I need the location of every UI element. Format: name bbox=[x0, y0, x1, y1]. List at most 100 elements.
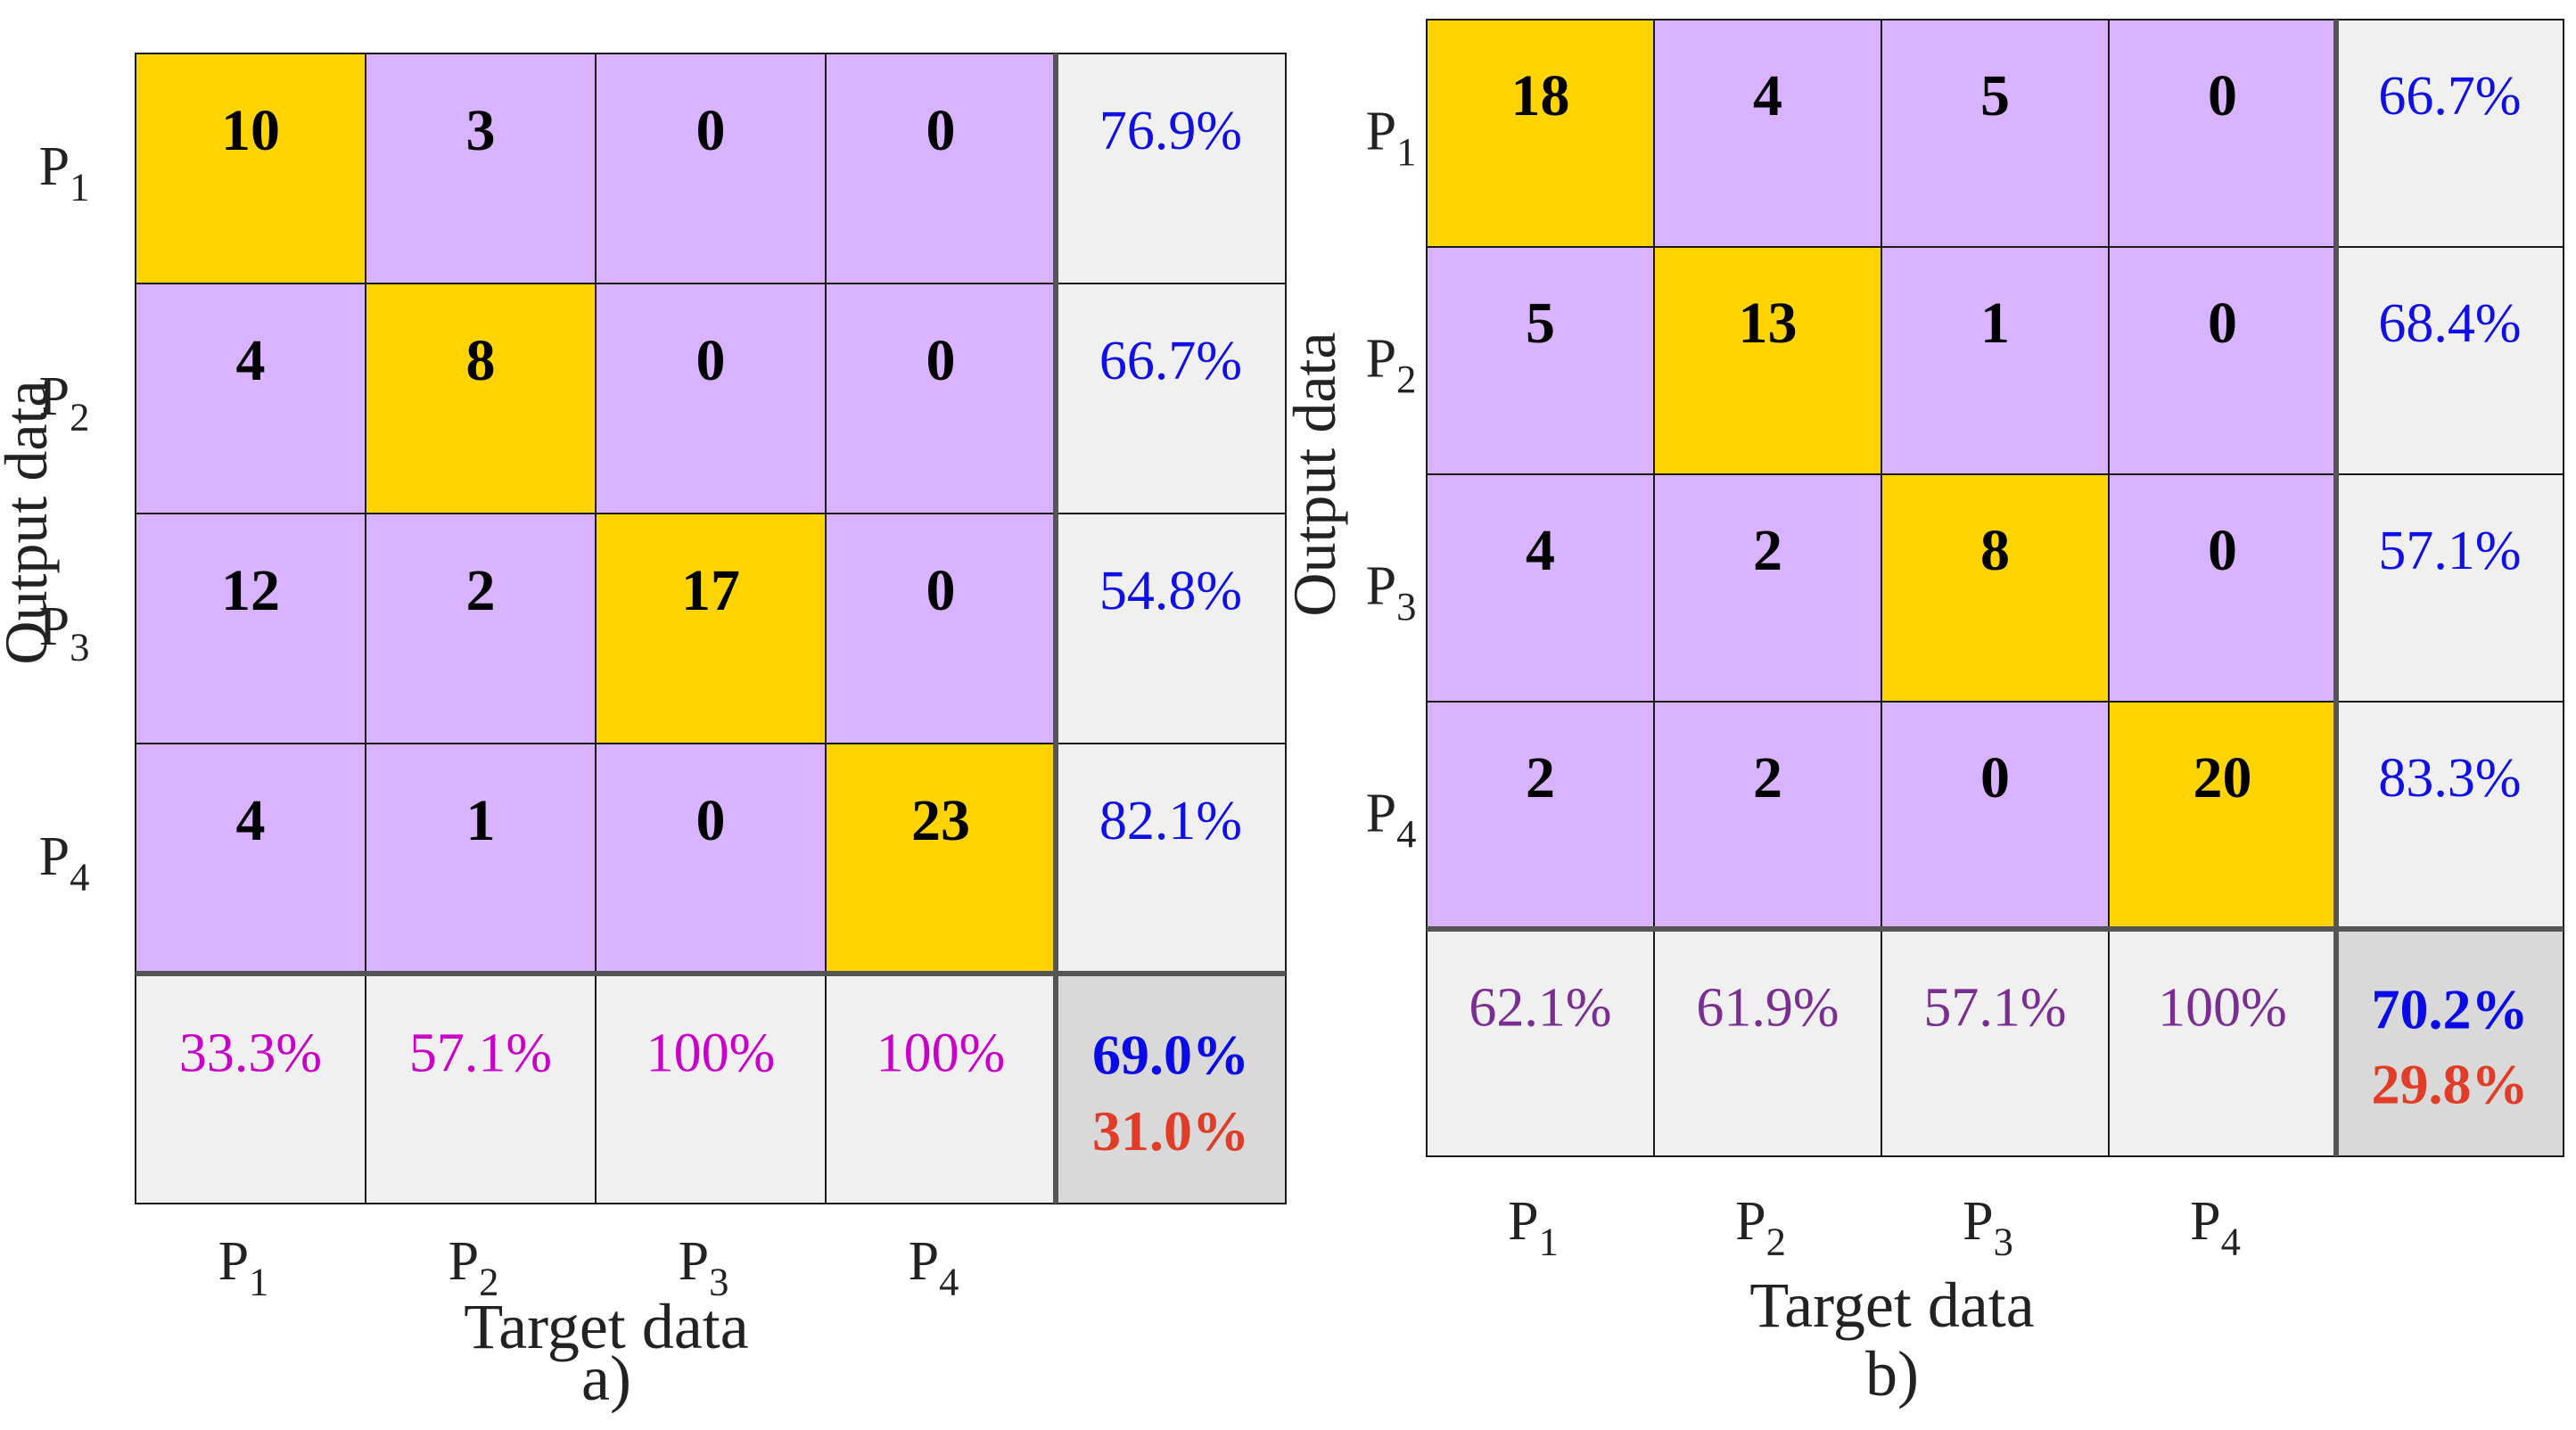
col-percent-label: 57.1% bbox=[1923, 978, 2066, 1039]
cell-r4-c2 bbox=[365, 743, 597, 974]
col-summary-cell bbox=[1881, 928, 2110, 1157]
panel-label: a) bbox=[581, 1343, 631, 1414]
count-label: 0 bbox=[926, 328, 956, 393]
count-label: 12 bbox=[221, 558, 280, 623]
row-percent-label: 83.3% bbox=[2378, 748, 2521, 809]
count-label: 0 bbox=[1980, 745, 2010, 810]
column-label: P1 bbox=[1508, 1191, 1559, 1263]
col-summary-cell bbox=[825, 973, 1057, 1204]
overall-correct-label: 70.2% bbox=[2372, 978, 2529, 1041]
cell-r3-c3 bbox=[595, 513, 827, 744]
col-percent-label: 100% bbox=[2158, 978, 2287, 1039]
count-label: 4 bbox=[236, 328, 266, 393]
row-summary-cell bbox=[1055, 743, 1287, 974]
column-label: P3 bbox=[679, 1231, 729, 1303]
cell-r2-c3 bbox=[1881, 246, 2110, 475]
count-label: 2 bbox=[466, 558, 496, 623]
cell-r3-c2 bbox=[365, 513, 597, 744]
overall-cell bbox=[1055, 973, 1287, 1204]
row-percent-label: 66.7% bbox=[1099, 331, 1242, 391]
y-axis-title: Output data bbox=[1280, 332, 1348, 616]
row-label: P4 bbox=[1366, 784, 1417, 856]
count-label: 0 bbox=[696, 98, 726, 163]
count-label: 2 bbox=[1753, 518, 1782, 583]
overall-error-label: 31.0% bbox=[1092, 1099, 1249, 1163]
col-percent-label: 61.9% bbox=[1696, 978, 1839, 1039]
cell-r1-c4 bbox=[825, 53, 1057, 284]
row-percent-label: 76.9% bbox=[1099, 101, 1242, 161]
row-percent-label: 54.8% bbox=[1099, 561, 1242, 621]
count-label: 17 bbox=[681, 558, 740, 623]
row-summary-cell bbox=[2335, 701, 2564, 930]
col-summary-cell bbox=[1426, 928, 1655, 1157]
count-label: 0 bbox=[926, 558, 956, 623]
row-label: P2 bbox=[39, 366, 90, 439]
count-label: 0 bbox=[696, 328, 726, 393]
col-percent-label: 62.1% bbox=[1469, 978, 1611, 1039]
cell-r1-c3 bbox=[1881, 19, 2110, 248]
col-percent-label: 33.3% bbox=[179, 1023, 322, 1084]
count-label: 0 bbox=[2208, 63, 2237, 128]
confusion-matrix-b: 18 4 5 05 13 1 04 2 8 02 2 0 2066.7%68.4%57.1%83.3%6… bbox=[1280, 19, 2564, 1409]
cell-r1-c1 bbox=[135, 53, 366, 284]
overall-cell bbox=[2335, 928, 2564, 1157]
count-label: 8 bbox=[1980, 518, 2010, 583]
cell-r4-c4 bbox=[825, 743, 1057, 974]
cell-r4-c2 bbox=[1653, 701, 1882, 930]
count-label: 10 bbox=[221, 98, 280, 163]
col-percent-label: 100% bbox=[876, 1023, 1006, 1084]
col-summary-cell bbox=[595, 973, 827, 1204]
count-label: 2 bbox=[1526, 745, 1555, 810]
cell-r3-c1 bbox=[1426, 473, 1655, 703]
row-percent-label: 82.1% bbox=[1099, 791, 1242, 851]
x-axis-title: Target data bbox=[1749, 1270, 2034, 1341]
row-summary-cell bbox=[2335, 246, 2564, 475]
count-label: 0 bbox=[2208, 291, 2237, 356]
overall-correct-label: 69.0% bbox=[1092, 1023, 1249, 1087]
count-label: 4 bbox=[1753, 63, 1782, 128]
row-label: P1 bbox=[39, 136, 90, 209]
col-summary-cell bbox=[1653, 928, 1882, 1157]
col-summary-cell bbox=[365, 973, 597, 1204]
row-label: P4 bbox=[39, 826, 90, 899]
row-label: P2 bbox=[1366, 329, 1417, 401]
cell-r3-c4 bbox=[825, 513, 1057, 744]
count-label: 20 bbox=[2193, 745, 2252, 810]
y-axis-title: Output data bbox=[0, 380, 60, 664]
cell-r4-c1 bbox=[1426, 701, 1655, 930]
cell-r2-c1 bbox=[135, 283, 366, 514]
cell-r3-c3 bbox=[1881, 473, 2110, 703]
row-percent-label: 66.7% bbox=[2378, 66, 2521, 127]
count-label: 13 bbox=[1739, 291, 1798, 356]
row-percent-label: 68.4% bbox=[2378, 293, 2521, 354]
col-percent-label: 57.1% bbox=[409, 1023, 552, 1084]
cell-r2-c2 bbox=[1653, 246, 1882, 475]
row-label: P1 bbox=[1366, 102, 1417, 174]
cell-r4-c4 bbox=[2108, 701, 2337, 930]
count-label: 0 bbox=[696, 788, 726, 853]
column-label: P4 bbox=[2190, 1191, 2241, 1263]
col-summary-cell bbox=[2108, 928, 2337, 1157]
row-percent-label: 57.1% bbox=[2378, 521, 2521, 581]
row-summary-cell bbox=[1055, 513, 1287, 744]
cell-r1-c4 bbox=[2108, 19, 2337, 248]
count-label: 5 bbox=[1980, 63, 2010, 128]
column-label: P2 bbox=[449, 1231, 499, 1303]
row-summary-cell bbox=[1055, 283, 1287, 514]
count-label: 4 bbox=[1526, 518, 1555, 583]
row-label: P3 bbox=[39, 596, 90, 669]
col-percent-label: 100% bbox=[646, 1023, 776, 1084]
cell-r1-c1 bbox=[1426, 19, 1655, 248]
row-summary-cell bbox=[1055, 53, 1287, 284]
count-label: 1 bbox=[1980, 291, 2010, 356]
count-label: 4 bbox=[236, 788, 266, 853]
panel-label: b) bbox=[1865, 1338, 1919, 1409]
cell-r1-c3 bbox=[595, 53, 827, 284]
row-summary-cell bbox=[2335, 473, 2564, 703]
column-label: P4 bbox=[909, 1231, 959, 1303]
cell-r2-c2 bbox=[365, 283, 597, 514]
count-label: 0 bbox=[926, 98, 956, 163]
confusion-matrix-a: 10 3 0 04 8 0 012 2 17 04 1 0 2376.9%66.7%54.8%82.1%… bbox=[0, 53, 1287, 1414]
row-summary-cell bbox=[2335, 19, 2564, 248]
count-label: 1 bbox=[466, 788, 496, 853]
